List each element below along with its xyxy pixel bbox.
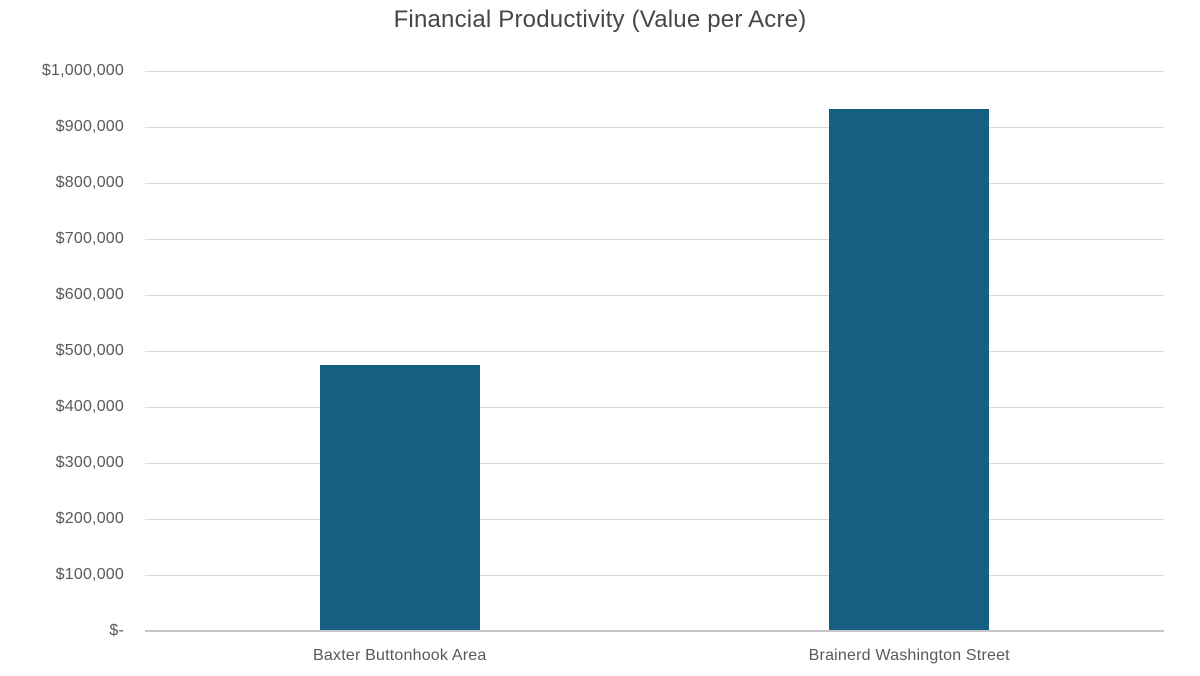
y-axis-tick-label: $300,000 (55, 454, 124, 471)
gridline (145, 127, 1164, 128)
y-axis-tick-label: $- (109, 622, 124, 639)
gridline (145, 519, 1164, 520)
y-axis-tick-label: $900,000 (55, 118, 124, 135)
gridline (145, 407, 1164, 408)
chart-title: Financial Productivity (Value per Acre) (393, 6, 807, 33)
y-axis-tick-label: $600,000 (55, 286, 124, 303)
gridline (145, 183, 1164, 184)
y-axis-tick-label: $800,000 (55, 174, 124, 191)
plot-area (145, 71, 1164, 632)
gridline (145, 463, 1164, 464)
y-axis-tick-label: $500,000 (55, 342, 124, 359)
y-axis-tick-label: $100,000 (55, 566, 124, 583)
gridline (145, 351, 1164, 352)
x-axis-category-label: Baxter Buttonhook Area (313, 647, 487, 664)
gridline (145, 239, 1164, 240)
x-axis: Baxter Buttonhook Area Brainerd Washingto… (145, 646, 1164, 670)
bar-brainerd-washington-street (829, 108, 990, 631)
gridline (145, 575, 1164, 576)
y-axis-tick-label: $200,000 (55, 510, 124, 527)
y-axis-tick-label: $700,000 (55, 230, 124, 247)
y-axis-tick-label: $400,000 (55, 398, 124, 415)
y-axis-tick-label: $1,000,000 (41, 62, 124, 79)
gridline (145, 71, 1164, 72)
y-axis: $1,000,000 $900,000 $800,000 $700,000 $600,0… (0, 0, 124, 676)
x-axis-line (145, 630, 1164, 632)
bar-baxter-buttonhook-area (319, 365, 480, 631)
x-axis-category-label: Brainerd Washington Street (808, 647, 1010, 664)
gridline (145, 295, 1164, 296)
